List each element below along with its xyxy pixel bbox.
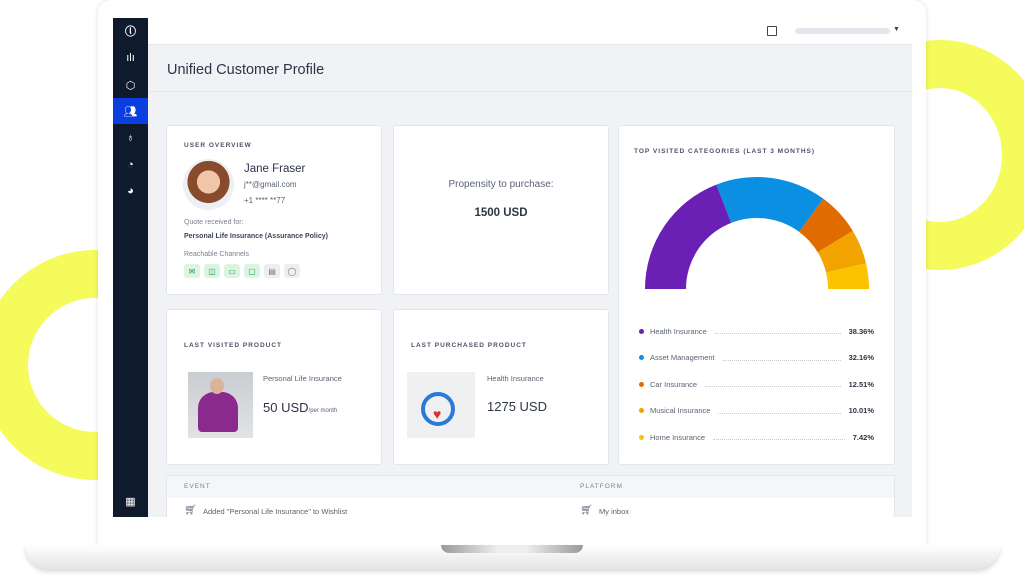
id-card-icon[interactable]: ◫ [204,264,220,278]
slice-musical-insurance[interactable] [817,230,866,273]
channels-label: Reachable Channels [184,251,249,258]
last-purchased-card: LAST PURCHASED PRODUCT ♥ Health Insuranc… [393,309,609,465]
legend-dot [639,434,644,440]
last-visited-card: LAST VISITED PRODUCT Personal Life Insur… [166,309,382,465]
app-screen: ⓛ ılı ⬡ 👥︎ ♁ ◔ ◕ ▦ ▼ Unified Customer Pr… [113,18,912,517]
legend-label: Asset Management [650,353,715,362]
bar-chart-icon[interactable]: ılı [126,52,135,64]
legend-dot [639,381,644,387]
logo-icon[interactable]: ⓛ [125,26,136,38]
legend-dot [639,355,644,360]
users-icon[interactable]: 👥︎ [113,98,148,124]
cart-icon: 🛒︎ [580,505,593,516]
top-bar: ▼ [148,18,912,45]
header-platform: PLATFORM [580,483,623,490]
leader-dots [713,434,845,440]
gauge-icon[interactable]: ◔ [127,159,134,171]
legend-value: 32.16% [848,353,874,362]
sms-icon[interactable]: ▭ [224,264,240,278]
leader-dots [714,328,841,334]
whatsapp-icon[interactable]: ◯ [284,264,300,278]
price-unit: /per month [308,408,338,414]
sidebar: ⓛ ılı ⬡ 👥︎ ♁ ◔ ◕ ▦ [113,18,148,517]
slice-health-insurance[interactable] [645,184,732,289]
email-icon[interactable]: ✉ [184,264,200,278]
product-name: Health Insurance [487,374,544,383]
top-categories-card: TOP VISITED CATEGORIES (LAST 3 MONTHS) H… [618,125,895,465]
legend-label: Health Insurance [650,326,707,336]
card-caption: USER OVERVIEW [184,142,252,149]
legend-item: Asset Management 32.16% [639,352,874,364]
legend-item: Health Insurance 38.36% [639,325,874,337]
product-image [188,372,253,438]
chart-title: TOP VISITED CATEGORIES (LAST 3 MONTHS) [634,148,816,155]
shield-icon[interactable]: ⬡ [125,79,136,92]
user-overview-card: USER OVERVIEW Jane Fraser j**@gmail.com … [166,125,382,295]
divider [148,91,912,92]
legend-label: Car Insurance [650,379,698,389]
slice-car-insurance[interactable] [799,198,853,253]
legend-value: 38.36% [848,326,874,336]
chat-icon[interactable]: ▢ [244,264,260,278]
contact-icon[interactable]: ▤ [264,264,280,278]
table-header: EVENT PLATFORM [167,476,894,498]
quote-value: Personal Life Insurance (Assurance Polic… [184,233,328,240]
events-table: EVENT PLATFORM 🛒︎ Added "Personal Life I… [166,475,895,517]
table-row[interactable]: 🛒︎ Added "Personal Life Insurance" to Wi… [167,498,894,517]
semi-donut-chart [645,177,869,289]
slice-home-insurance[interactable] [826,263,869,289]
legend-item: Musical Insurance 10.01% [639,405,874,417]
legend-item: Car Insurance 12.51% [639,378,874,390]
pie-icon[interactable]: ◕ [127,185,134,197]
slice-asset-management[interactable] [716,177,824,232]
user-name: Jane Fraser [244,163,306,175]
event-text: Added "Personal Life Insurance" to Wishl… [203,507,348,516]
leader-dots [722,355,841,361]
legend-dot [639,408,644,413]
user-phone: +1 **** **77 [244,196,286,205]
page-title: Unified Customer Profile [167,62,325,78]
product-price: 50 USD [263,400,309,415]
legend-label: Home Insurance [650,432,706,442]
wishlist-cart-icon: 🛒︎ [184,505,197,516]
propensity-label: Propensity to purchase: [448,179,554,190]
lightbulb-icon[interactable]: ♁ [126,132,135,144]
legend-value: 10.01% [848,406,874,415]
card-caption: LAST VISITED PRODUCT [184,342,283,349]
avatar [183,159,234,210]
laptop-notch [441,545,583,553]
propensity-card: Propensity to purchase: 1500 USD [393,125,609,295]
card-caption: LAST PURCHASED PRODUCT [411,342,527,349]
platform-text: My inbox [599,507,630,516]
product-image: ♥ [407,372,475,438]
product-price: 1275 USD [487,399,547,414]
account-dropdown[interactable] [795,28,890,34]
channels-list: ✉ ◫ ▭ ▢ ▤ ◯ [184,264,304,278]
legend-dot [639,328,644,334]
header-event: EVENT [184,483,211,490]
user-email: j**@gmail.com [244,180,297,189]
product-name: Personal Life Insurance [263,374,342,383]
chevron-down-icon[interactable]: ▼ [893,26,900,33]
panel-toggle-icon[interactable] [767,26,777,36]
propensity-value: 1500 USD [474,207,528,219]
legend-item: Home Insurance 7.42% [639,431,874,443]
legend-label: Musical Insurance [650,406,711,415]
legend-value: 12.51% [848,379,874,389]
quote-label: Quote received for: [184,219,244,226]
legend-value: 7.42% [852,432,874,442]
leader-dots [705,381,841,387]
grid-icon[interactable]: ▦ [125,495,136,508]
leader-dots [718,408,841,414]
